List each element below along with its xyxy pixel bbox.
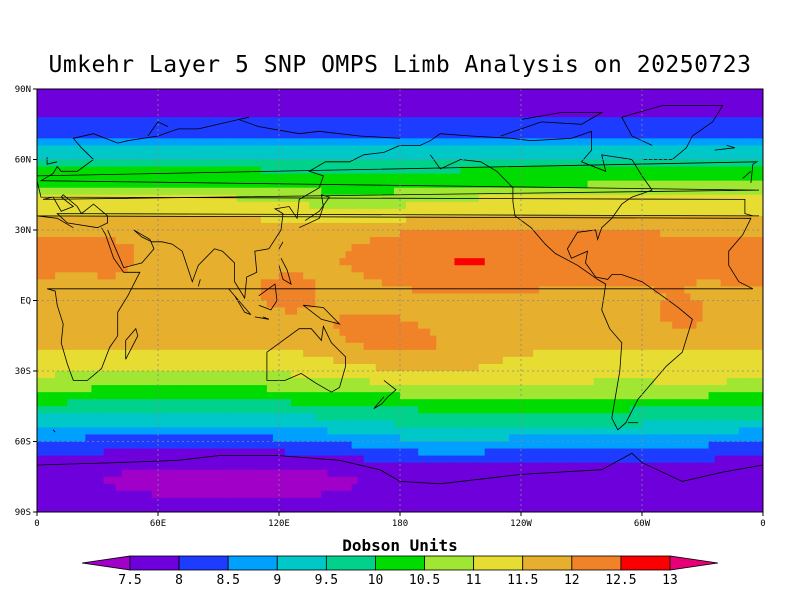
lat-label: 30S xyxy=(15,367,31,377)
colorbar-tick-label: 11 xyxy=(466,573,482,588)
lat-label: 30N xyxy=(15,226,31,236)
lat-label: 90N xyxy=(15,85,31,95)
colorbar-tick-label: 10 xyxy=(368,573,384,588)
lon-label: 180 xyxy=(392,519,408,529)
colorbar-swatch xyxy=(227,555,278,571)
colorbar-tick-label: 9 xyxy=(273,573,281,588)
map-title: Umkehr Layer 5 SNP OMPS Limb Analysis on… xyxy=(48,52,752,78)
coastlines xyxy=(36,105,764,485)
colorbar-tick-label: 7.5 xyxy=(118,573,141,588)
colorbar-swatch xyxy=(178,555,229,571)
colorbar-swatch xyxy=(424,555,475,571)
colorbar-tick-label: 8 xyxy=(175,573,183,588)
lon-label: 60E xyxy=(150,519,166,529)
colorbar-swatch xyxy=(571,555,622,571)
lon-label: 60W xyxy=(634,519,651,529)
colorbar: 7.5 8 8.5 9 9.5 10 10.5 11 11.5 12 12.5 13 xyxy=(81,555,719,588)
colorbar-right-arrow xyxy=(669,555,719,571)
colorbar-tick-label: 9.5 xyxy=(315,573,338,588)
lon-label: 0 xyxy=(34,519,39,529)
ozone-field xyxy=(37,89,764,513)
colorbar-swatch xyxy=(375,555,425,571)
lat-label: 60S xyxy=(15,438,31,448)
colorbar-swatch xyxy=(473,555,524,571)
colorbar-tick-label: 10.5 xyxy=(409,573,440,588)
colorbar-swatch xyxy=(522,555,573,571)
colorbar-tick-label: 13 xyxy=(662,573,678,588)
colorbar-tick-label: 8.5 xyxy=(216,573,239,588)
lon-label: 120W xyxy=(510,519,532,529)
axis-ticks xyxy=(33,88,764,516)
colorbar-left-arrow xyxy=(81,555,131,571)
lat-label: EQ xyxy=(20,297,31,307)
colorbar-swatch xyxy=(325,555,376,571)
colorbar-swatch xyxy=(129,555,180,571)
colorbar-tick-label: 12 xyxy=(564,573,580,588)
colorbar-swatch xyxy=(276,555,327,571)
colorbar-swatch xyxy=(620,555,671,571)
colorbar-tick-label: 12.5 xyxy=(605,573,636,588)
colorbar-tick-label: 11.5 xyxy=(507,573,538,588)
lat-label: 60N xyxy=(15,156,31,166)
grid-lines xyxy=(37,89,763,512)
lon-label: 120E xyxy=(268,519,290,529)
lon-label: 0 xyxy=(760,519,765,529)
colorbar-title: Dobson Units xyxy=(342,536,458,555)
lat-label: 90S xyxy=(15,508,31,518)
